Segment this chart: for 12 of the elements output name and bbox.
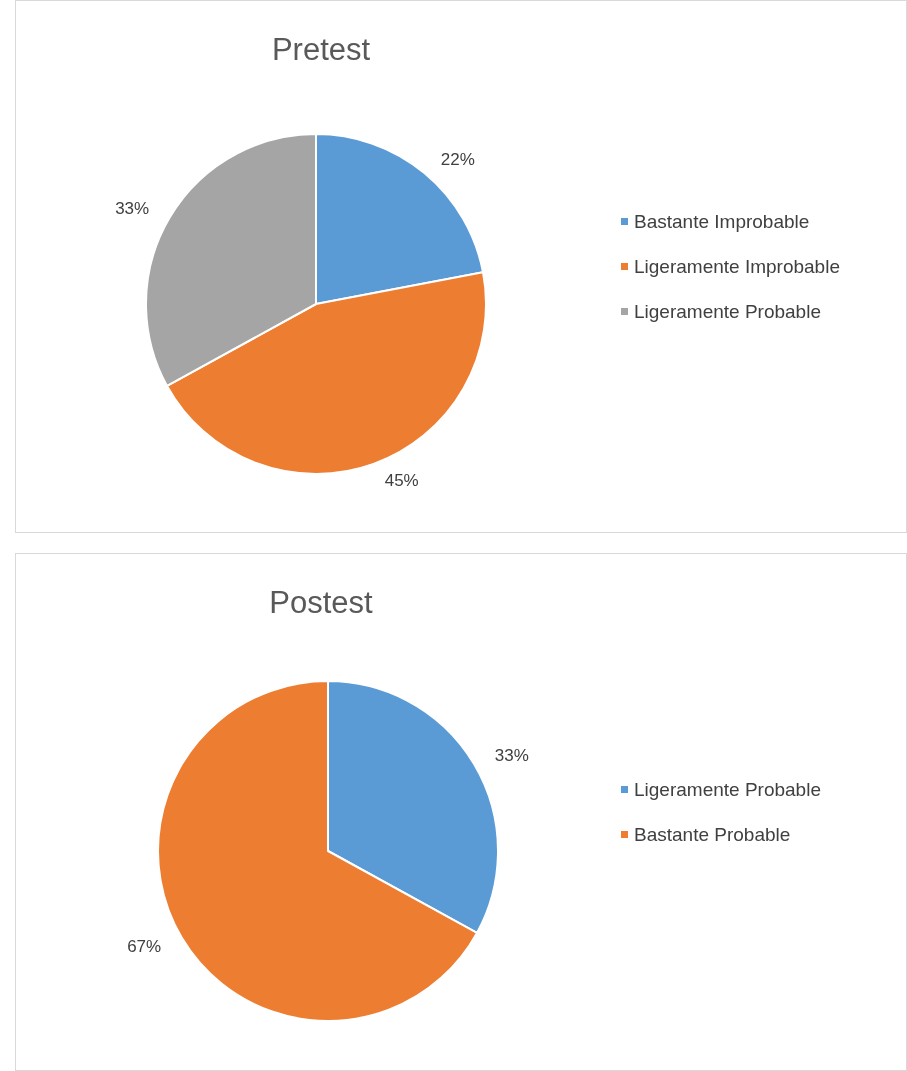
data-label: 33% [494, 745, 529, 765]
data-label: 67% [127, 937, 162, 957]
data-label: 22% [440, 149, 475, 169]
legend-label: Ligeramente Probable [634, 779, 821, 800]
data-label: 33% [115, 198, 150, 218]
chart-title: Pretest [271, 32, 371, 67]
chart-title: Postest [269, 585, 374, 620]
legend-label: Bastante Probable [634, 824, 791, 845]
legend-label: Ligeramente Improbable [634, 256, 840, 277]
legend-label: Bastante Improbable [634, 211, 810, 232]
legend-label: Ligeramente Probable [634, 301, 821, 322]
data-label: 45% [384, 471, 419, 491]
